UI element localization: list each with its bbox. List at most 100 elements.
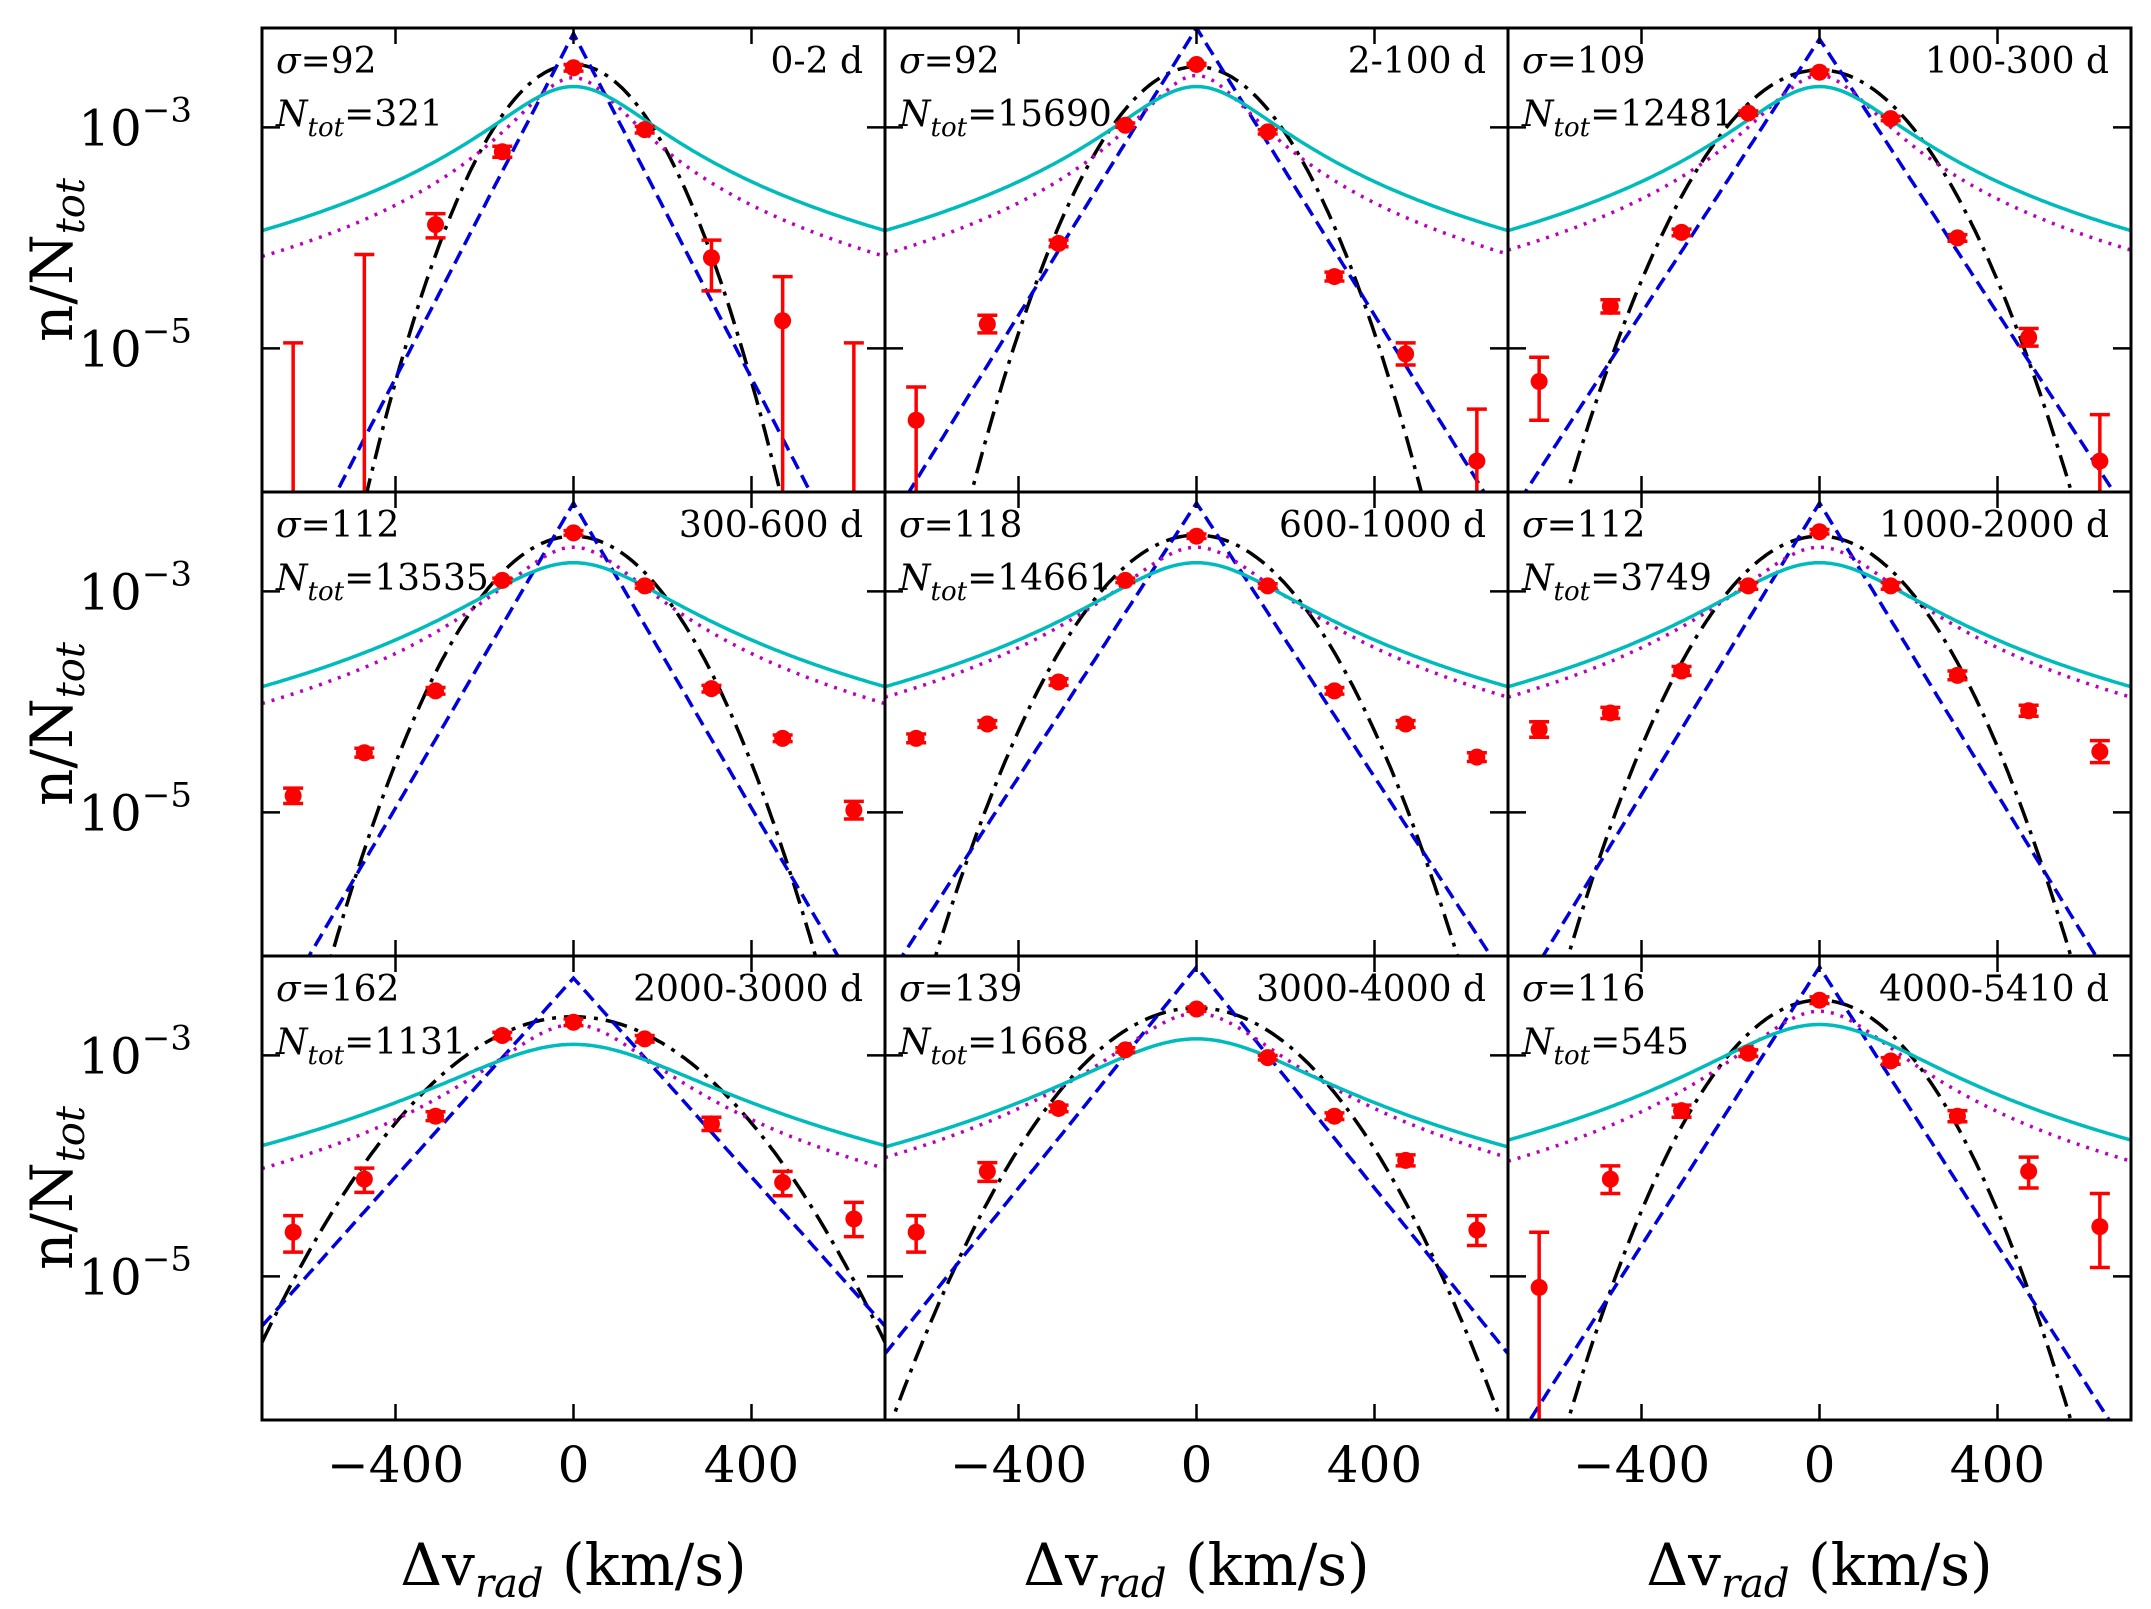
- ntot-value: 1131: [374, 1022, 466, 1063]
- gaussian-curve: [969, 64, 1424, 492]
- ntot-symbol: N: [275, 558, 309, 599]
- data-point: [845, 801, 863, 819]
- ntot-value: 1668: [997, 1022, 1089, 1063]
- data-point: [702, 1115, 720, 1133]
- gaussian-curve: [1566, 534, 2073, 956]
- lorentzian-solid-curve: [885, 560, 1508, 689]
- gaussian-curve: [1565, 68, 2074, 492]
- sigma-symbol: σ=: [1522, 969, 1577, 1010]
- ntot-label: Ntot=3749: [1521, 558, 1712, 607]
- time-bin-label: 3000-4000 d: [1256, 969, 1486, 1010]
- data-point: [1116, 1041, 1134, 1059]
- ntot-label: Ntot=14661: [898, 558, 1112, 607]
- y-tick-base: 10: [78, 99, 142, 157]
- ntot-label: Ntot=545: [1521, 1022, 1689, 1071]
- panel-6: [1508, 499, 2131, 956]
- ntot-symbol: N: [1521, 558, 1555, 599]
- y-axis-symbol: n/N: [18, 698, 86, 806]
- ntot-equals: =: [344, 1022, 374, 1063]
- data-point: [1811, 991, 1828, 1009]
- data-point: [565, 1013, 582, 1031]
- y-axis-symbol: n/N: [18, 1162, 86, 1270]
- data-point: [1811, 523, 1828, 541]
- data-point: [493, 571, 511, 589]
- data-point: [565, 59, 582, 77]
- data-point: [1882, 577, 1900, 595]
- ntot-symbol: N: [898, 94, 932, 135]
- panel-9: [1508, 963, 2131, 1420]
- data-point: [1530, 721, 1548, 739]
- y-tick-label: 10−3: [78, 90, 192, 157]
- ntot-value: 15690: [997, 94, 1112, 135]
- data-point: [2091, 452, 2109, 470]
- y-tick-exponent: −5: [142, 775, 192, 815]
- ntot-equals: =: [967, 94, 997, 135]
- lorentzian-solid-curve: [262, 84, 885, 233]
- ntot-value: 545: [1620, 1022, 1689, 1063]
- ntot-label: Ntot=1668: [898, 1022, 1089, 1071]
- exponential-curve: [906, 28, 1487, 492]
- data-point: [702, 249, 720, 267]
- data-point: [907, 1223, 925, 1241]
- ntot-subscript: tot: [1554, 1041, 1591, 1071]
- y-axis-symbol: n/N: [18, 234, 86, 342]
- data-point: [1882, 1052, 1900, 1070]
- sigma-value: 112: [1577, 505, 1646, 546]
- y-tick-exponent: −3: [142, 1018, 192, 1058]
- exponential-curve: [262, 975, 885, 1328]
- x-axis-subscript: rad: [1098, 1561, 1167, 1607]
- data-point: [1116, 116, 1134, 134]
- y-axis-subscript: tot: [48, 177, 94, 234]
- sigma-label: σ=92: [276, 41, 377, 82]
- data-point: [284, 787, 302, 805]
- gaussian-curve: [365, 62, 782, 492]
- y-axis-title: n/Ntot: [18, 177, 94, 342]
- ntot-subscript: tot: [1554, 577, 1591, 607]
- sigma-symbol: σ=: [899, 505, 954, 546]
- sigma-symbol: σ=: [1522, 505, 1577, 546]
- data-point: [355, 744, 373, 762]
- data-point: [1739, 1044, 1757, 1062]
- x-axis-unit: (km/s): [544, 1531, 747, 1599]
- lorentzian-dotted-curve: [1508, 545, 2131, 699]
- data-point: [1468, 748, 1486, 766]
- data-point: [565, 524, 582, 542]
- ntot-value: 12481: [1620, 94, 1735, 135]
- ntot-symbol: N: [898, 1022, 932, 1063]
- sigma-value: 112: [331, 505, 400, 546]
- x-tick-label: −400: [327, 1436, 464, 1494]
- data-point: [2091, 743, 2109, 761]
- ntot-value: 3749: [1620, 558, 1712, 599]
- ntot-subscript: tot: [931, 1041, 968, 1071]
- x-axis-symbol: Δv: [400, 1531, 475, 1599]
- y-axis-title: n/Ntot: [18, 1105, 94, 1270]
- ntot-subscript: tot: [308, 1041, 345, 1071]
- data-point: [2020, 328, 2038, 346]
- data-point: [1739, 577, 1757, 595]
- data-point: [774, 729, 792, 747]
- time-bin-label: 0-2 d: [771, 41, 863, 82]
- sigma-symbol: σ=: [276, 969, 331, 1010]
- data-point: [2020, 1162, 2038, 1180]
- data-point: [1739, 104, 1757, 122]
- lorentzian-solid-curve: [885, 84, 1508, 233]
- data-point: [1050, 234, 1068, 252]
- time-bin-label: 1000-2000 d: [1879, 505, 2109, 546]
- sigma-label: σ=109: [1522, 41, 1645, 82]
- y-axis-subscript: tot: [48, 641, 94, 698]
- ntot-equals: =: [1590, 558, 1620, 599]
- time-bin-label: 600-1000 d: [1279, 505, 1486, 546]
- lorentzian-dotted-curve: [262, 75, 885, 259]
- x-axis-subscript: rad: [475, 1561, 544, 1607]
- x-axis-title: Δvrad (km/s): [400, 1531, 746, 1607]
- data-point: [493, 143, 511, 161]
- data-point: [1259, 577, 1277, 595]
- data-point: [636, 121, 654, 139]
- data-point: [1530, 1278, 1548, 1296]
- y-tick-exponent: −3: [142, 90, 192, 130]
- data-point: [907, 411, 925, 429]
- y-tick-base: 10: [78, 563, 142, 621]
- data-point: [1948, 229, 1966, 247]
- sigma-symbol: σ=: [899, 41, 954, 82]
- gaussian-curve: [262, 1015, 885, 1344]
